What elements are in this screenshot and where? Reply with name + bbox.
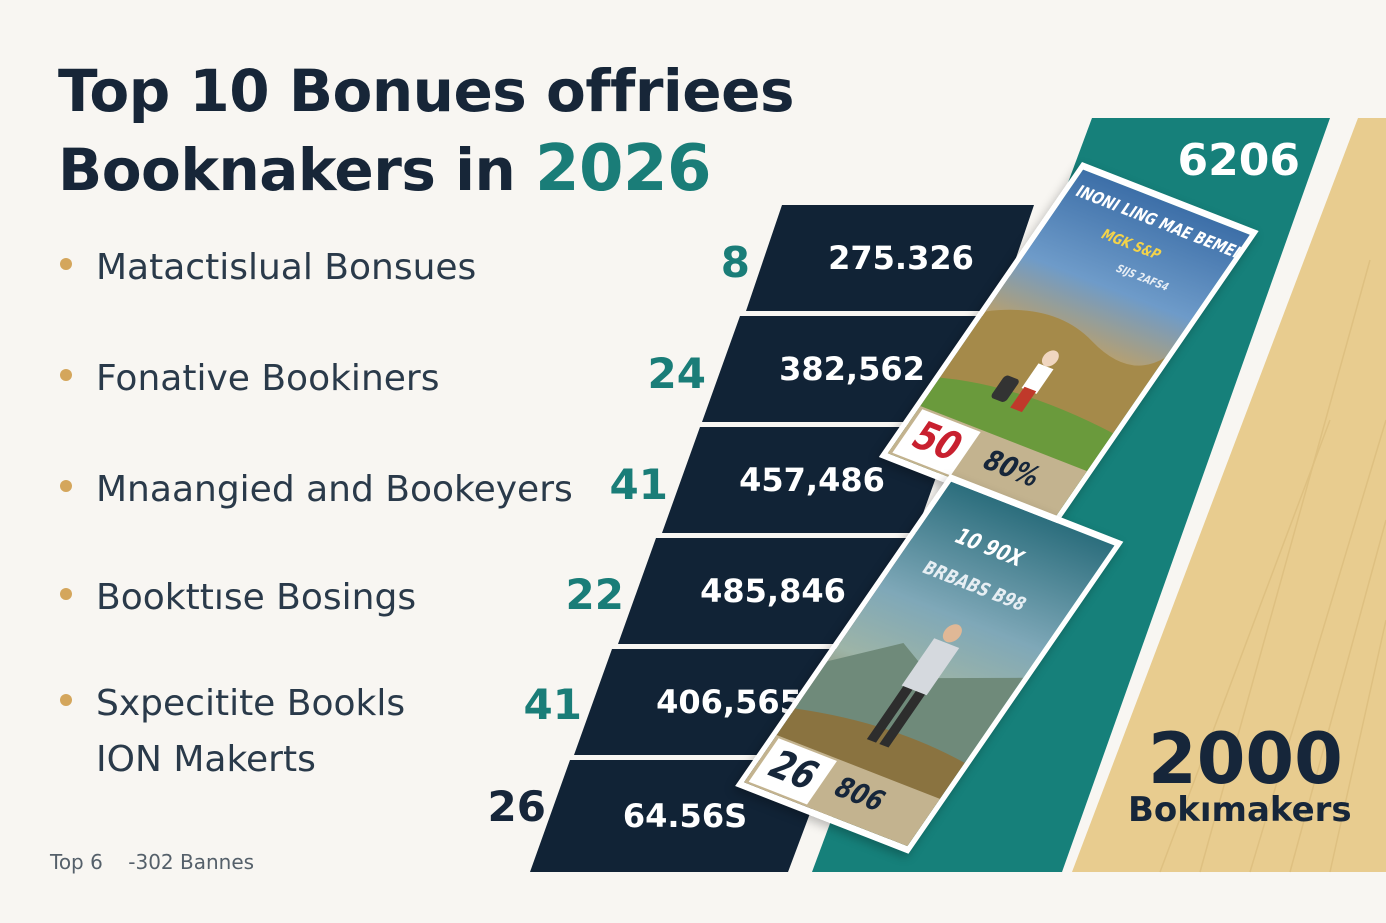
gold-panel-label: Bokımakers	[1128, 790, 1352, 830]
title-line-1: Top 10 Bonues offriees	[58, 57, 795, 125]
bullet-dot	[60, 694, 72, 706]
row-count: 8	[720, 238, 750, 287]
list-item-label: Sxpecitite Bookls	[96, 683, 406, 724]
teal-panel-number: 6206	[1177, 135, 1300, 186]
list-item-label: Matactislual Bonsues	[96, 247, 477, 288]
value-bar-label: 275.326	[828, 239, 974, 277]
badge-number-secondary: 806	[826, 771, 892, 818]
value-bar-label: 64.56S	[622, 797, 748, 835]
row-count: 26	[487, 782, 546, 831]
value-bar-label: 406,565	[656, 683, 802, 721]
list-item-label-line-2: ION Makerts	[96, 739, 316, 780]
title-line-2-prefix: Booknakers in	[58, 136, 535, 204]
badge-percent: 80%	[975, 444, 1047, 494]
value-bar: 64.56S	[530, 760, 830, 872]
list-item-label: Mnaangied and Bookeyers	[96, 469, 573, 510]
footer-note: Top 6 -302 Bannes	[50, 850, 255, 874]
value-bar-label: 457,486	[739, 461, 885, 499]
page-title: Top 10 Bonues offriees Booknakers in 202…	[58, 52, 795, 209]
promo-card-golf: INONI LING MAE BEMEN MGK S&P SIJS 2AFS4 …	[878, 162, 1259, 527]
row-count: 24	[647, 349, 706, 398]
bullet-dot	[60, 258, 72, 270]
bullet-dot	[60, 369, 72, 381]
value-bar-label: 485,846	[700, 572, 846, 610]
gold-panel-number: 2000	[1148, 718, 1343, 800]
list-item-label: Fonative Bookiners	[96, 358, 440, 399]
value-bar-label: 382,562	[779, 350, 925, 388]
row-count: 41	[609, 460, 668, 509]
value-bar: 275.326	[746, 205, 1034, 311]
title-year: 2026	[534, 132, 712, 206]
row-count: 22	[565, 570, 624, 619]
bullet-dot	[60, 480, 72, 492]
row-count: 41	[523, 680, 582, 729]
bullet-dot	[60, 588, 72, 600]
list-item-label: Bookttıse Bosings	[96, 577, 417, 618]
promo-card-hiker: 10 90X BRBABS B98 26 806	[735, 474, 1124, 854]
